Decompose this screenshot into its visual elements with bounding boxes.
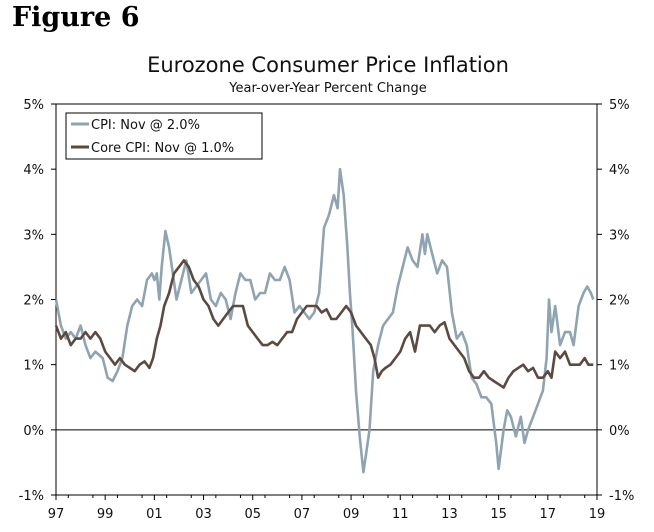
chart-subtitle: Year-over-Year Percent Change <box>228 81 426 96</box>
legend: CPI: Nov @ 2.0% Core CPI: Nov @ 1.0% <box>65 112 263 160</box>
legend-label-cpi: CPI: Nov @ 2.0% <box>91 118 200 133</box>
series-line-core-cpi <box>54 259 594 389</box>
y-tick-label-right: 5% <box>609 98 630 113</box>
x-tick-label: 09 <box>343 507 360 522</box>
y-tick-label-right: -1% <box>609 489 634 504</box>
legend-label-core-cpi: Core CPI: Nov @ 1.0% <box>91 141 234 156</box>
x-tick-label: 97 <box>48 507 65 522</box>
x-tick-label: 11 <box>392 507 409 522</box>
y-tick-label-left: 3% <box>23 228 44 243</box>
x-tick-label: 99 <box>97 507 114 522</box>
x-tick-label: 03 <box>195 507 212 522</box>
chart-title: Eurozone Consumer Price Inflation <box>147 53 509 77</box>
figure-label: Figure 6 <box>12 2 140 33</box>
y-tick-label-left: 0% <box>23 424 44 439</box>
y-tick-label-left: 5% <box>23 98 44 113</box>
y-tick-label-right: 1% <box>609 359 630 374</box>
y-tick-label-right: 2% <box>609 294 630 309</box>
x-tick-label: 19 <box>589 507 606 522</box>
y-tick-label-left: -1% <box>19 489 44 504</box>
y-tick-label-right: 0% <box>609 424 630 439</box>
x-tick-label: 17 <box>540 507 557 522</box>
y-tick-label-right: 4% <box>609 163 630 178</box>
x-tick-label: 05 <box>244 507 261 522</box>
legend-box <box>65 112 263 160</box>
y-tick-label-left: 2% <box>23 294 44 309</box>
x-tick-label: 13 <box>441 507 458 522</box>
y-tick-label-left: 1% <box>23 359 44 374</box>
x-tick-label: 15 <box>490 507 507 522</box>
x-tick-label: 01 <box>146 507 163 522</box>
y-tick-label-left: 4% <box>23 163 44 178</box>
y-tick-label-right: 3% <box>609 228 630 243</box>
x-tick-label: 07 <box>294 507 311 522</box>
series-line-cpi <box>54 167 595 474</box>
